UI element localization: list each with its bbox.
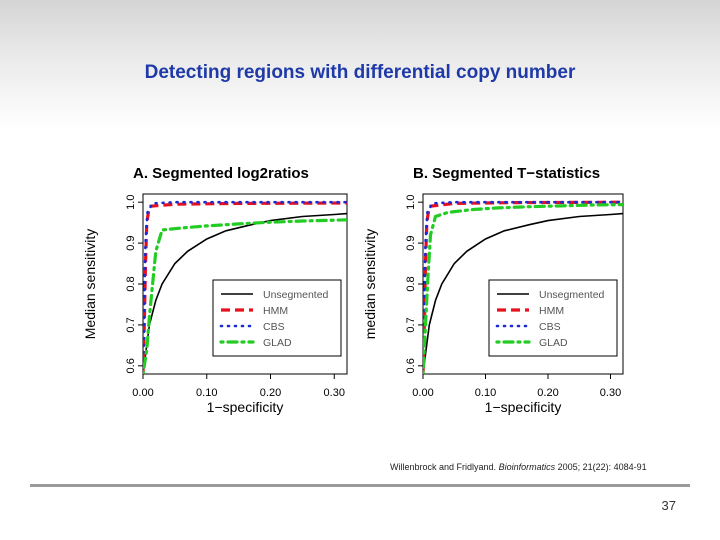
y-tick-label: 0.7 <box>405 317 417 332</box>
legend-label-cbs: CBS <box>263 321 285 333</box>
x-tick-label: 0.20 <box>537 387 558 399</box>
y-axis-label: median sensitivity <box>362 229 378 340</box>
series-line-cbs <box>143 200 347 374</box>
figure-svg: A. Segmented log2ratios 0.6 0.7 0.8 0.9 1.0 0.… <box>82 165 624 415</box>
x-tick-label: 0.00 <box>132 387 153 399</box>
series-line-hmm <box>143 201 347 374</box>
legend: Unsegmented HMM CBS GLAD <box>212 279 342 357</box>
x-axis-label: 1−specificity <box>485 399 562 415</box>
footer-rule <box>30 484 690 487</box>
x-tick-label: 0.20 <box>260 387 281 399</box>
y-tick-label: 1.0 <box>125 195 137 210</box>
y-tick-label: 0.8 <box>405 276 417 291</box>
series-line-unsegmented <box>423 212 623 374</box>
page-number: 37 <box>661 498 676 513</box>
x-tick-label: 0.30 <box>324 387 345 399</box>
y-tick-label: 0.9 <box>125 235 137 250</box>
slide-title: Detecting regions with differential copy… <box>144 62 576 83</box>
y-tick-label: 0.6 <box>125 358 137 373</box>
figure-panel: A. Segmented log2ratios 0.6 0.7 0.8 0.9 1.0 0.… <box>75 148 643 430</box>
slide-header-band <box>0 0 720 130</box>
legend-label-unsegmented: Unsegmented <box>539 289 605 301</box>
citation-authors: Willenbrock and Fridlyand. <box>390 462 497 472</box>
legend-label-hmm: HMM <box>539 305 564 317</box>
legend-label-hmm: HMM <box>263 305 288 317</box>
x-tick-label: 0.30 <box>600 387 621 399</box>
x-tick-label: 0.10 <box>475 387 496 399</box>
y-axis-label: Median sensitivity <box>82 229 98 340</box>
x-axis-label: 1−specificity <box>207 399 284 415</box>
series-line-glad <box>143 218 347 374</box>
series-group <box>143 200 347 374</box>
y-tick-label: 0.6 <box>405 358 417 373</box>
y-tick-label: 0.7 <box>125 317 137 332</box>
citation-journal: Bioinformatics <box>498 462 556 472</box>
legend: Unsegmented HMM CBS GLAD <box>488 279 618 357</box>
citation: Willenbrock and Fridlyand. Bioinformatic… <box>390 462 647 472</box>
x-tick-label: 0.00 <box>412 387 433 399</box>
chart-panel-2: B. Segmented T−statistics 0.6 0.7 0.8 0.9 1.0… <box>362 165 624 415</box>
legend-label-glad: GLAD <box>263 337 292 349</box>
x-tick-label: 0.10 <box>196 387 217 399</box>
chart-title: B. Segmented T−statistics <box>413 165 600 182</box>
citation-details: 2005; 21(22): 4084-91 <box>557 462 647 472</box>
chart-title: A. Segmented log2ratios <box>133 165 309 182</box>
series-group <box>423 200 623 374</box>
legend-label-cbs: CBS <box>539 321 561 333</box>
legend-label-unsegmented: Unsegmented <box>263 289 329 301</box>
y-tick-label: 0.8 <box>125 276 137 291</box>
series-line-cbs <box>423 200 623 374</box>
y-tick-label: 0.9 <box>405 235 417 250</box>
chart-panel-1: A. Segmented log2ratios 0.6 0.7 0.8 0.9 1.0 0.… <box>82 165 348 415</box>
y-tick-label: 1.0 <box>405 195 417 210</box>
legend-label-glad: GLAD <box>539 337 568 349</box>
series-line-glad <box>423 202 623 374</box>
